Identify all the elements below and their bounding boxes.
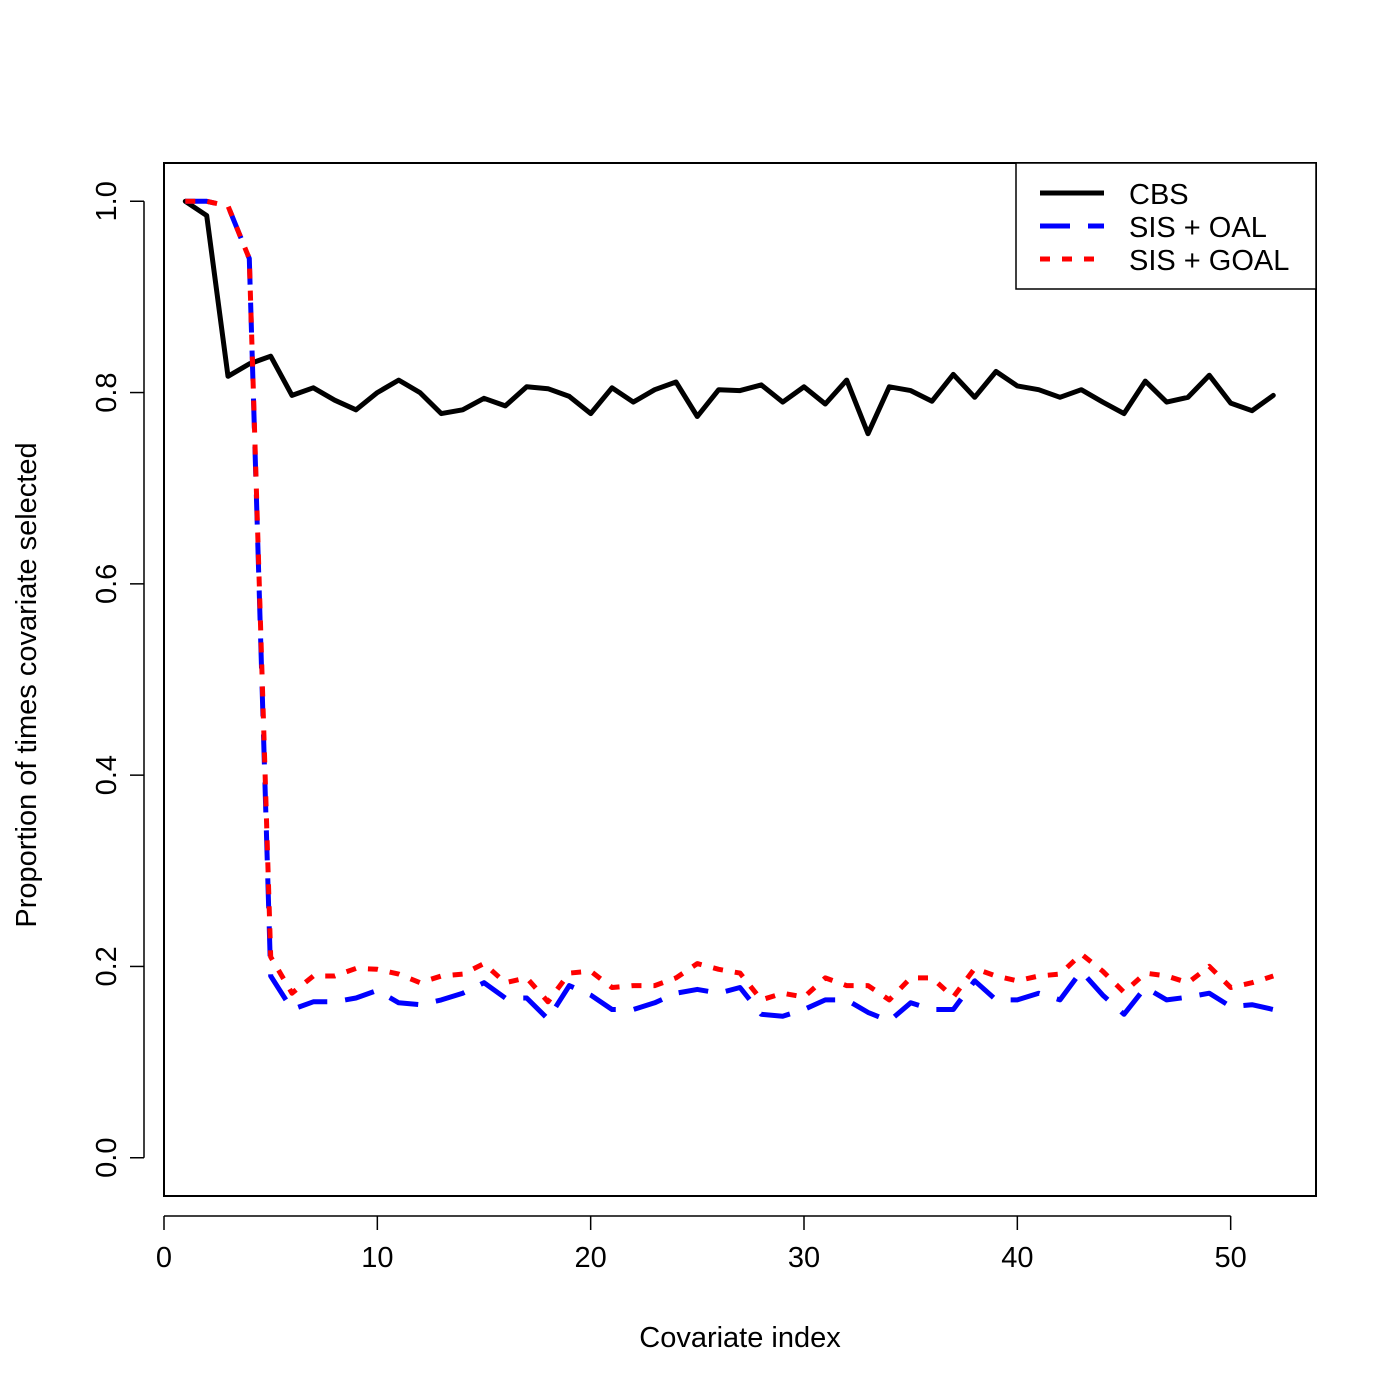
y-tick-label: 0.2 [91,946,123,986]
y-tick-label: 1.0 [91,181,123,221]
legend-label-sis-goal: SIS + GOAL [1129,245,1289,277]
x-tick-label: 30 [788,1242,820,1274]
y-tick-label: 0.6 [91,564,123,604]
y-tick-label: 0.8 [91,372,123,412]
x-axis-title: Covariate index [639,1322,841,1354]
x-tick-label: 0 [156,1242,172,1274]
series-line-cbs [182,198,1276,437]
legend-label-sis-oal: SIS + OAL [1129,212,1267,244]
y-tick-label: 0.0 [91,1138,123,1178]
y-tick-label: 0.4 [91,755,123,795]
series-group [182,198,1276,1024]
x-tick-label: 10 [361,1242,393,1274]
legend: CBS SIS + OAL SIS + GOAL [1015,162,1317,290]
y-axis: 0.0 0.2 0.4 0.6 0.8 1.0 [91,181,145,1178]
series-line-sis-oal [185,198,1274,1024]
plot-frame [163,162,1317,1197]
legend-label-cbs: CBS [1129,179,1189,211]
x-axis: 0 10 20 30 40 50 [156,1215,1247,1274]
y-axis-title: Proportion of times covariate selected [11,442,43,927]
x-tick-label: 40 [1001,1242,1033,1274]
x-tick-label: 50 [1215,1242,1247,1274]
x-tick-label: 20 [575,1242,607,1274]
